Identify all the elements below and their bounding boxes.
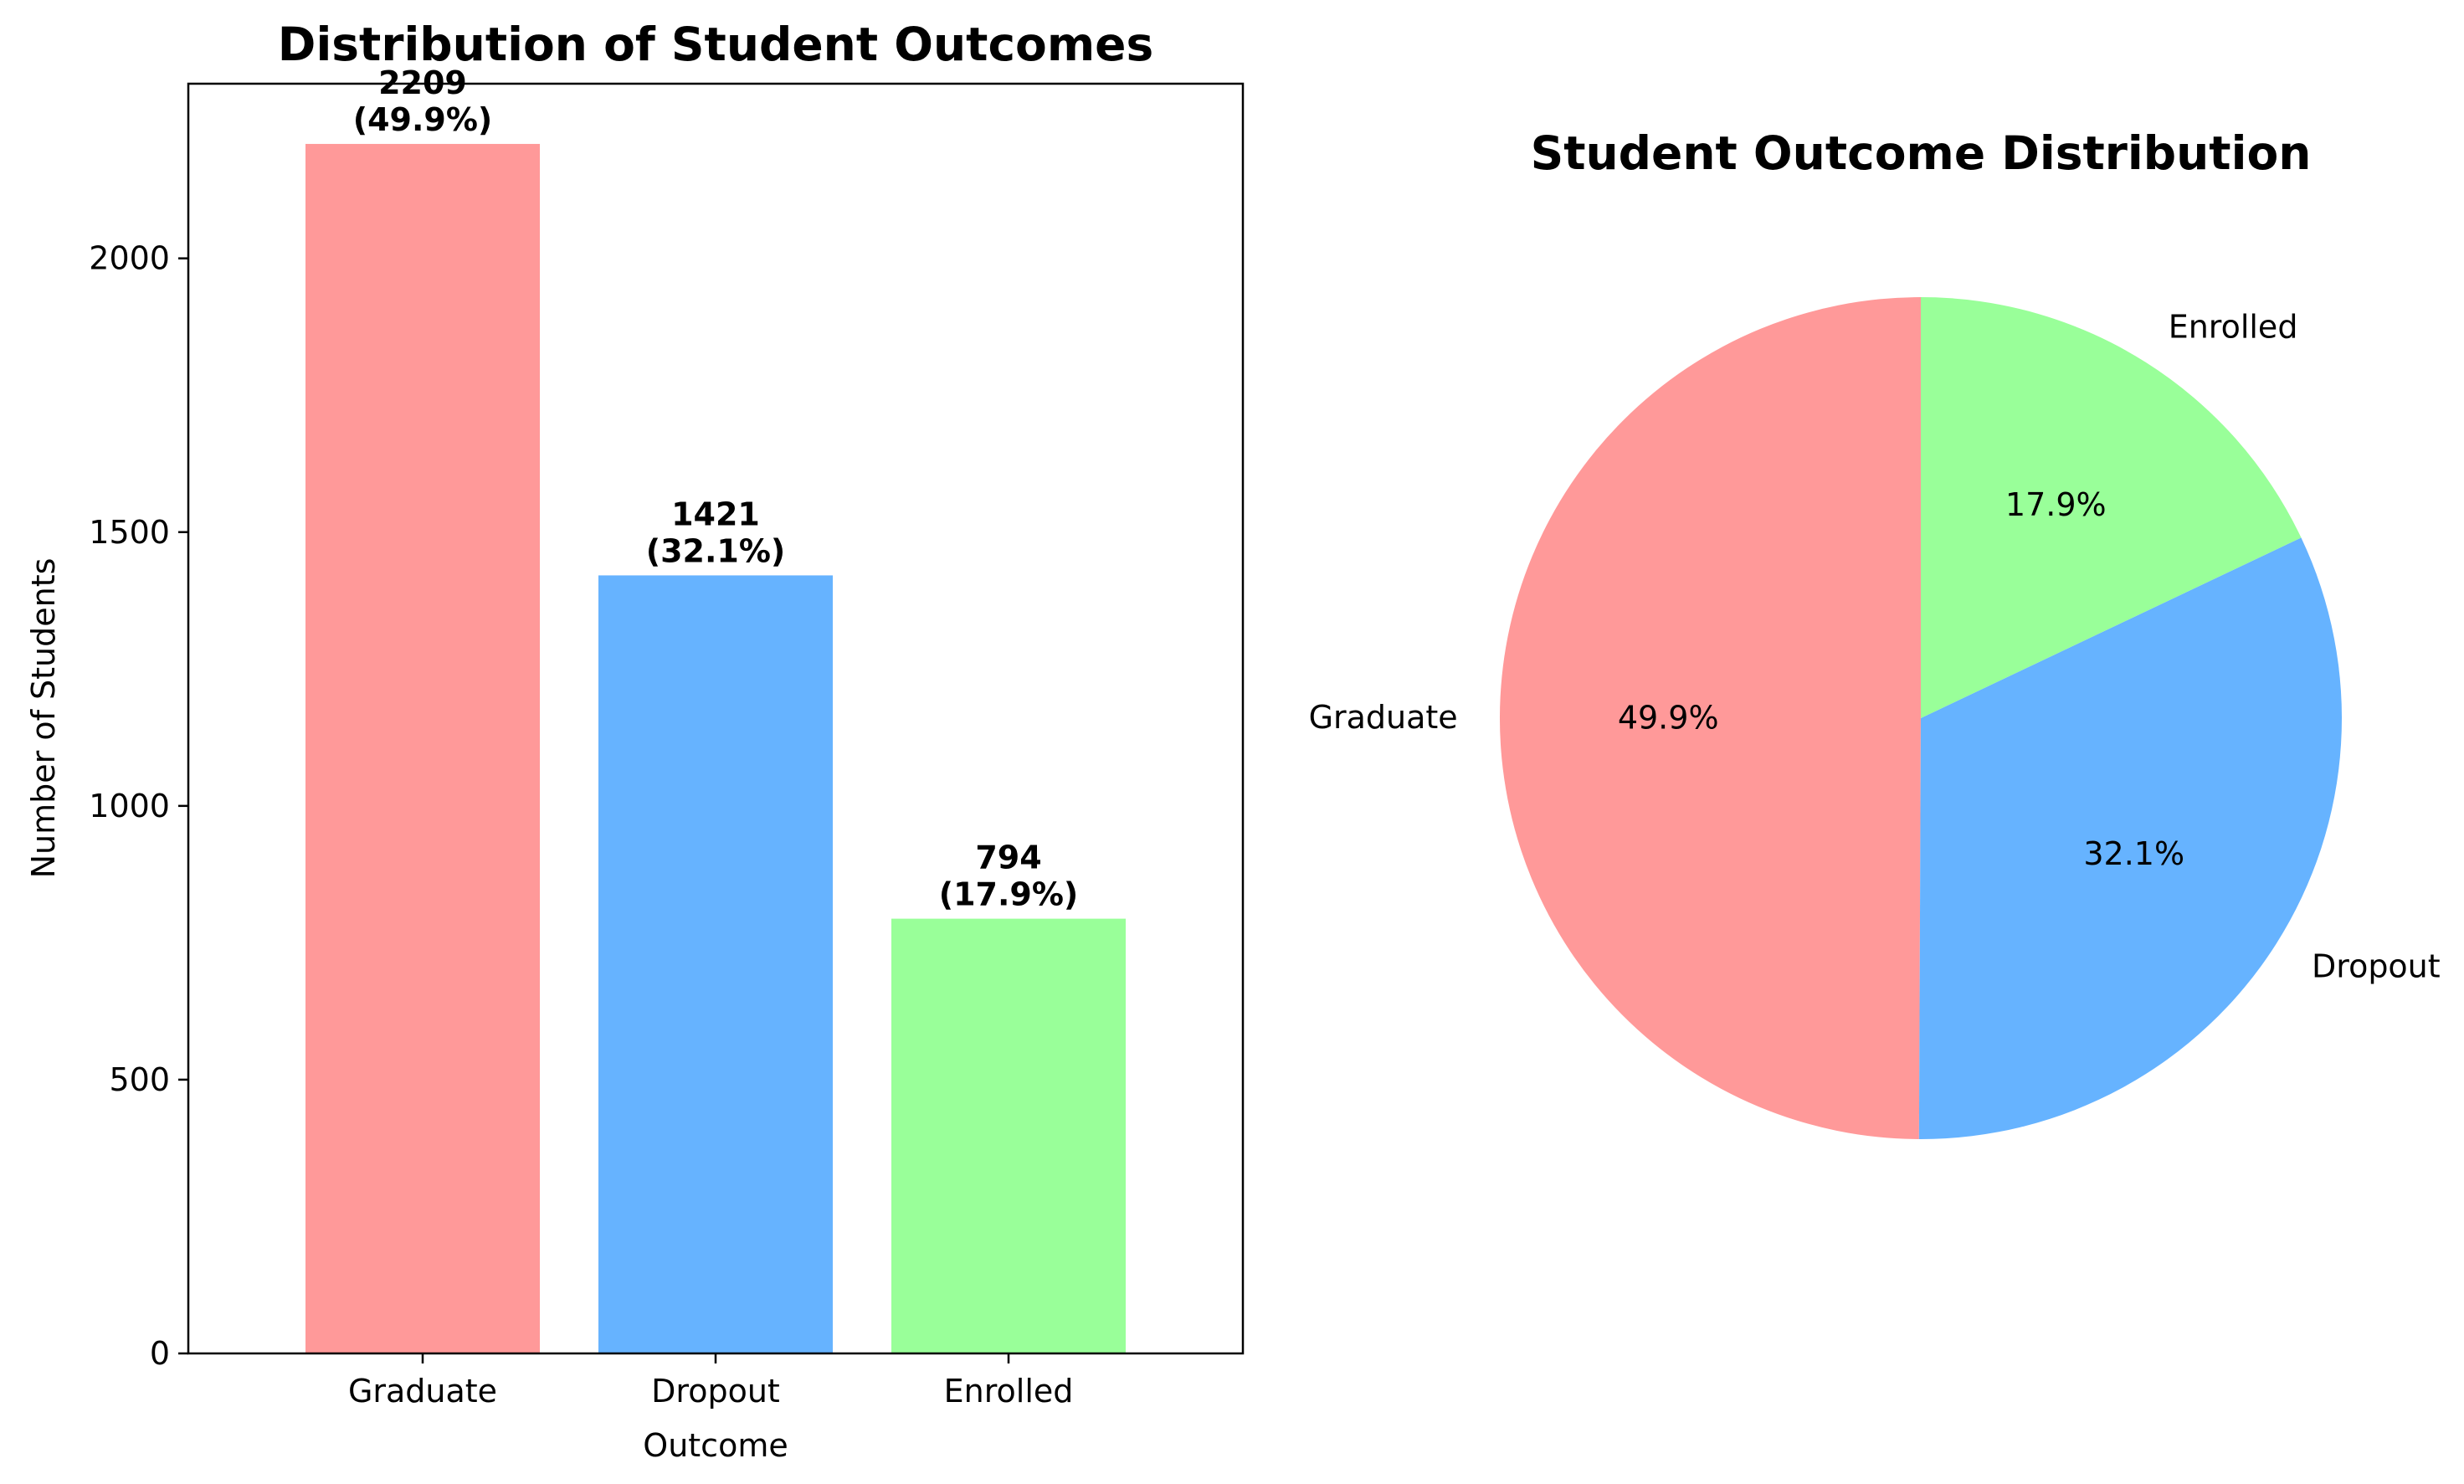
bar-series <box>305 143 1126 1353</box>
pie-labels: Graduate 49.9% Dropout 32.1% Enrolled 17.9% <box>1309 308 2441 984</box>
pie-category-label: Dropout <box>2312 948 2441 985</box>
y-tick-label: 1000 <box>89 788 170 824</box>
bar-chart-title: Distribution of Student Outcomes <box>278 18 1153 71</box>
y-tick-label: 2000 <box>89 240 170 277</box>
bar-value-label: 1421 <box>671 496 760 532</box>
bar-percent-label: (49.9%) <box>353 101 493 138</box>
bar-percent-label: (32.1%) <box>646 532 786 569</box>
pie-slice-enrolled <box>1921 296 2302 718</box>
x-tick-label: Enrolled <box>944 1373 1074 1410</box>
pie-category-label: Graduate <box>1309 699 1458 736</box>
pie-percent-label: 49.9% <box>1618 699 1719 736</box>
pie-category-label: Enrolled <box>2169 308 2298 345</box>
bar-chart: 2209(49.9%)1421(32.1%)794(17.9%) 0500100… <box>25 18 1245 1464</box>
pie-slices <box>1499 296 2342 1139</box>
pie-percent-label: 32.1% <box>2083 835 2184 872</box>
y-axis-label: Number of Students <box>25 558 62 879</box>
x-tick-label: Dropout <box>651 1373 780 1410</box>
bar-graduate <box>305 143 540 1353</box>
bar-data-labels: 2209(49.9%)1421(32.1%)794(17.9%) <box>353 64 1079 913</box>
pie-chart: Student Outcome Distribution Graduate 49.… <box>1309 126 2441 1139</box>
bar-percent-label: (17.9%) <box>939 876 1079 913</box>
bar-value-label: 794 <box>975 840 1041 876</box>
y-tick-label: 500 <box>109 1061 170 1098</box>
x-axis-ticks: Graduate Dropout Enrolled <box>348 1353 1073 1410</box>
x-tick-label: Graduate <box>348 1373 497 1410</box>
y-axis-ticks: 0 500 1000 1500 2000 <box>89 240 188 1372</box>
pie-slice-graduate <box>1499 297 1921 1139</box>
pie-slice-dropout <box>1918 537 2342 1139</box>
pie-percent-label: 17.9% <box>2005 486 2107 523</box>
bar-enrolled <box>891 918 1126 1353</box>
y-tick-label: 0 <box>150 1335 170 1372</box>
y-tick-label: 1500 <box>89 514 170 551</box>
x-axis-label: Outcome <box>643 1427 788 1464</box>
pie-chart-title: Student Outcome Distribution <box>1531 126 2312 180</box>
bar-dropout <box>598 575 833 1353</box>
